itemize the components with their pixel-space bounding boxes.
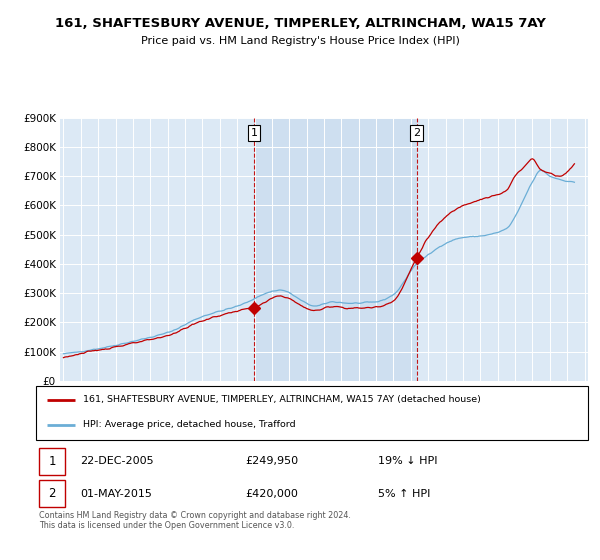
Text: 2: 2 [413,128,420,138]
Text: 01-MAY-2015: 01-MAY-2015 [80,489,152,498]
Text: 1: 1 [48,455,56,468]
Text: £420,000: £420,000 [246,489,299,498]
Text: 2: 2 [48,487,56,500]
Text: Price paid vs. HM Land Registry's House Price Index (HPI): Price paid vs. HM Land Registry's House … [140,36,460,46]
Text: HPI: Average price, detached house, Trafford: HPI: Average price, detached house, Traf… [83,420,296,429]
Text: 161, SHAFTESBURY AVENUE, TIMPERLEY, ALTRINCHAM, WA15 7AY: 161, SHAFTESBURY AVENUE, TIMPERLEY, ALTR… [55,17,545,30]
FancyBboxPatch shape [39,447,65,475]
FancyBboxPatch shape [39,480,65,507]
Text: 19% ↓ HPI: 19% ↓ HPI [378,456,438,466]
Text: 161, SHAFTESBURY AVENUE, TIMPERLEY, ALTRINCHAM, WA15 7AY (detached house): 161, SHAFTESBURY AVENUE, TIMPERLEY, ALTR… [83,395,481,404]
Text: £249,950: £249,950 [246,456,299,466]
Text: 5% ↑ HPI: 5% ↑ HPI [378,489,431,498]
Text: 22-DEC-2005: 22-DEC-2005 [80,456,154,466]
Text: Contains HM Land Registry data © Crown copyright and database right 2024.
This d: Contains HM Land Registry data © Crown c… [39,511,350,530]
FancyBboxPatch shape [36,386,588,440]
Bar [254,118,416,381]
Text: 1: 1 [251,128,257,138]
